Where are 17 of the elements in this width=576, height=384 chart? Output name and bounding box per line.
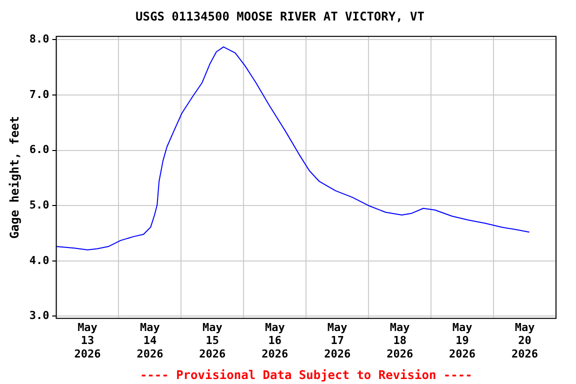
x-tick-label: May 18 2026 (386, 320, 414, 360)
y-tick-label: 8.0 (29, 32, 50, 46)
y-tick-label: 5.0 (29, 198, 50, 212)
x-tick-label: May 20 2026 (512, 320, 538, 360)
x-tick-label: May 14 2026 (136, 320, 164, 360)
y-tick-label: 4.0 (29, 254, 50, 267)
x-tick-label: May 19 2026 (449, 320, 476, 360)
y-tick-label: 7.0 (29, 88, 50, 101)
text: ---- Provisional Data Subject to Revision ---- (140, 368, 472, 382)
chart-title: USGS 01134500 MOOSE RIVER AT VICTORY, VT (136, 9, 424, 24)
x-tick-label: May 13 2026 (74, 320, 102, 360)
x-tick-label: May 16 2026 (262, 320, 289, 360)
y-tick-label: 6.0 (29, 143, 50, 156)
x-tick-label: May 15 2026 (199, 320, 226, 360)
x-tick-label: May 17 2026 (324, 320, 351, 360)
y-axis-title: Gage height, feet (7, 116, 22, 239)
y-tick-label: 3.0 (29, 309, 50, 322)
